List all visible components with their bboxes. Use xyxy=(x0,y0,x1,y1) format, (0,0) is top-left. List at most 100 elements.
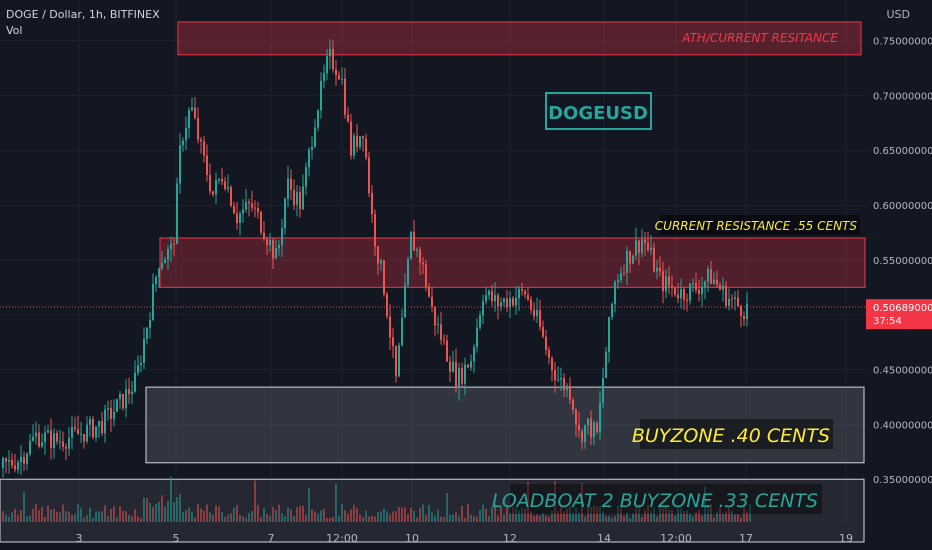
volume-bar xyxy=(548,516,550,522)
candle-body xyxy=(287,178,289,199)
candle-body xyxy=(380,260,382,264)
volume-bar xyxy=(740,517,742,522)
candle-body xyxy=(305,167,307,187)
candle-body xyxy=(704,281,706,287)
candle-body xyxy=(527,294,529,300)
candle-body xyxy=(617,280,619,283)
candle-body xyxy=(743,316,745,320)
volume-bar xyxy=(650,510,652,522)
candle-body xyxy=(494,295,496,302)
volume-bar xyxy=(26,516,28,522)
candle-body xyxy=(188,110,190,129)
volume-bar xyxy=(176,496,178,522)
candle-body xyxy=(659,267,661,272)
volume-bar xyxy=(35,504,37,522)
volume-bar xyxy=(233,507,235,522)
volume-bar xyxy=(209,512,211,522)
volume-bar xyxy=(131,516,133,522)
volume-bar xyxy=(500,506,502,522)
volume-bar xyxy=(416,517,418,522)
candle-body xyxy=(263,232,265,240)
candle-body xyxy=(5,458,7,462)
volume-bar xyxy=(23,492,25,522)
volume-bar xyxy=(488,516,490,522)
volume-bar xyxy=(101,511,103,522)
volume-bar xyxy=(449,514,451,522)
candle-body xyxy=(11,459,13,466)
candle-body xyxy=(209,175,211,192)
candle-body xyxy=(611,304,613,318)
candle-body xyxy=(215,180,217,195)
candle-body xyxy=(356,135,358,147)
candle-body xyxy=(92,419,94,438)
volume-bar xyxy=(338,515,340,522)
candle-body xyxy=(143,338,145,363)
candle-body xyxy=(464,364,466,384)
volume-bar xyxy=(134,509,136,522)
current-price-tag xyxy=(866,299,932,330)
candle-body xyxy=(491,290,493,302)
volume-bar xyxy=(44,516,46,522)
candle-body xyxy=(455,361,457,389)
volume-bar xyxy=(503,514,505,522)
volume-bar xyxy=(719,507,721,522)
candle-body xyxy=(218,178,220,181)
candle-body xyxy=(254,207,256,209)
candle-body xyxy=(707,268,709,282)
candle-body xyxy=(116,399,118,412)
candle-body xyxy=(566,385,568,391)
candle-body xyxy=(500,302,502,307)
volume-bar xyxy=(731,510,733,522)
candle-body xyxy=(671,285,673,288)
volume-bar xyxy=(587,504,589,522)
candle-body xyxy=(731,298,733,300)
volume-bar xyxy=(269,515,271,522)
candle-body xyxy=(131,391,133,395)
candle-body xyxy=(635,240,637,256)
price-countdown-label: 37:54 xyxy=(873,316,902,327)
volume-bar xyxy=(380,511,382,522)
candle-body xyxy=(308,149,310,168)
candle-body xyxy=(698,289,700,295)
candle-body xyxy=(44,432,46,443)
volume-bar xyxy=(401,507,403,522)
candle-body xyxy=(284,198,286,229)
volume-bar xyxy=(263,507,265,522)
volume-bar xyxy=(29,515,31,522)
volume-bar xyxy=(725,511,727,522)
volume-bar xyxy=(593,505,595,522)
volume-bar xyxy=(518,510,520,522)
candle-body xyxy=(95,426,97,438)
candle-body xyxy=(548,350,550,358)
volume-bar xyxy=(248,513,250,522)
ath-zone xyxy=(177,21,862,56)
y-axis-tick-label: 0.45000000 xyxy=(873,366,932,377)
candle-body xyxy=(347,114,349,122)
candle-body xyxy=(173,243,175,245)
volume-bar xyxy=(350,509,352,522)
candle-body xyxy=(368,157,370,194)
volume-bar xyxy=(326,517,328,522)
candle-body xyxy=(392,337,394,346)
candle-body xyxy=(401,317,403,346)
candle-body xyxy=(422,262,424,265)
candle-body xyxy=(719,284,721,290)
volume-bar xyxy=(257,504,259,522)
y-axis-tick-label: 0.65000000 xyxy=(873,146,932,157)
volume-bar xyxy=(341,504,343,522)
volume-bar xyxy=(173,502,175,522)
candle-body xyxy=(341,78,343,80)
candle-body xyxy=(335,69,337,76)
candle-body xyxy=(572,399,574,410)
volume-bar xyxy=(83,517,85,522)
candle-body xyxy=(479,315,481,328)
candle-body xyxy=(569,385,571,400)
candle-body xyxy=(56,433,58,442)
candle-body xyxy=(482,301,484,316)
volume-bar xyxy=(116,516,118,522)
candle-body xyxy=(326,56,328,74)
candle-body xyxy=(164,259,166,264)
ath-zone-label: ATH/CURRENT RESITANCE xyxy=(681,31,838,45)
volume-bar xyxy=(212,514,214,522)
